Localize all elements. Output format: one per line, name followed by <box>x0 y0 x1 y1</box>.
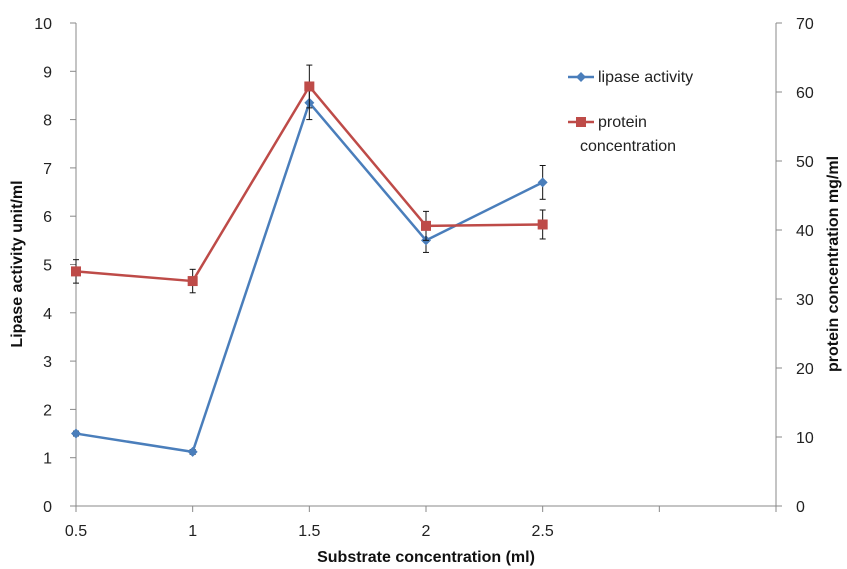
lipase-activity-point <box>537 177 548 188</box>
protein-concentration-point <box>304 81 315 92</box>
lipase-activity-point <box>71 428 81 439</box>
left-y-tick-label: 10 <box>34 16 52 33</box>
legend-item-lipase-activity: lipase activity <box>568 69 693 86</box>
x-tick-label: 0.5 <box>65 523 87 540</box>
legend-label: lipase activity <box>598 69 693 86</box>
left-y-tick-label: 5 <box>43 258 52 275</box>
x-tick-label: 2 <box>422 523 431 540</box>
lipase-activity-series <box>71 85 548 457</box>
right-y-tick-label: 0 <box>796 499 805 516</box>
left-y-tick-label: 8 <box>43 113 52 130</box>
right-y-tick-label: 50 <box>796 154 814 171</box>
right-y-tick-label: 20 <box>796 361 814 378</box>
legend-label: protein concentration <box>580 114 676 155</box>
protein-concentration-series <box>71 64 548 294</box>
left-y-tick-label: 4 <box>43 306 52 323</box>
legend: lipase activity protein concentration <box>568 69 693 155</box>
left-y-axis-title: Lipase activity unit/ml <box>9 180 26 347</box>
legend-swatch-marker <box>576 72 586 82</box>
left-y-tick-label: 7 <box>43 161 52 178</box>
left-y-tick-label: 2 <box>43 402 52 419</box>
right-y-axis-title: protein concentration mg/ml <box>825 156 842 372</box>
protein-concentration-point <box>537 219 548 230</box>
x-tick-label: 1 <box>188 523 197 540</box>
left-y-tick-label: 9 <box>43 64 52 81</box>
left-y-tick-label: 1 <box>43 451 52 468</box>
protein-concentration-point <box>187 276 198 287</box>
axes: 0 1 2 3 4 5 6 7 8 9 10 0 10 20 30 40 50 60 70 0.5 1 1.5 2 2.5 <box>34 16 814 540</box>
protein-concentration-point <box>421 220 431 231</box>
legend-item-protein-concentration: protein concentration <box>568 114 676 155</box>
left-y-tick-label: 3 <box>43 354 52 371</box>
right-y-tick-label: 60 <box>796 85 814 102</box>
lipase-activity-point <box>187 446 198 457</box>
protein-concentration-point <box>71 266 81 277</box>
data-series <box>71 64 548 457</box>
right-y-tick-label: 30 <box>796 292 814 309</box>
x-axis-title: Substrate concentration (ml) <box>317 549 535 566</box>
right-y-tick-label: 70 <box>796 16 814 33</box>
left-y-tick-label: 6 <box>43 209 52 226</box>
right-y-tick-label: 40 <box>796 223 814 240</box>
legend-swatch-marker <box>576 117 586 127</box>
x-tick-label: 1.5 <box>298 523 320 540</box>
left-y-tick-label: 0 <box>43 499 52 516</box>
x-tick-label: 2.5 <box>532 523 554 540</box>
right-y-tick-label: 10 <box>796 430 814 447</box>
